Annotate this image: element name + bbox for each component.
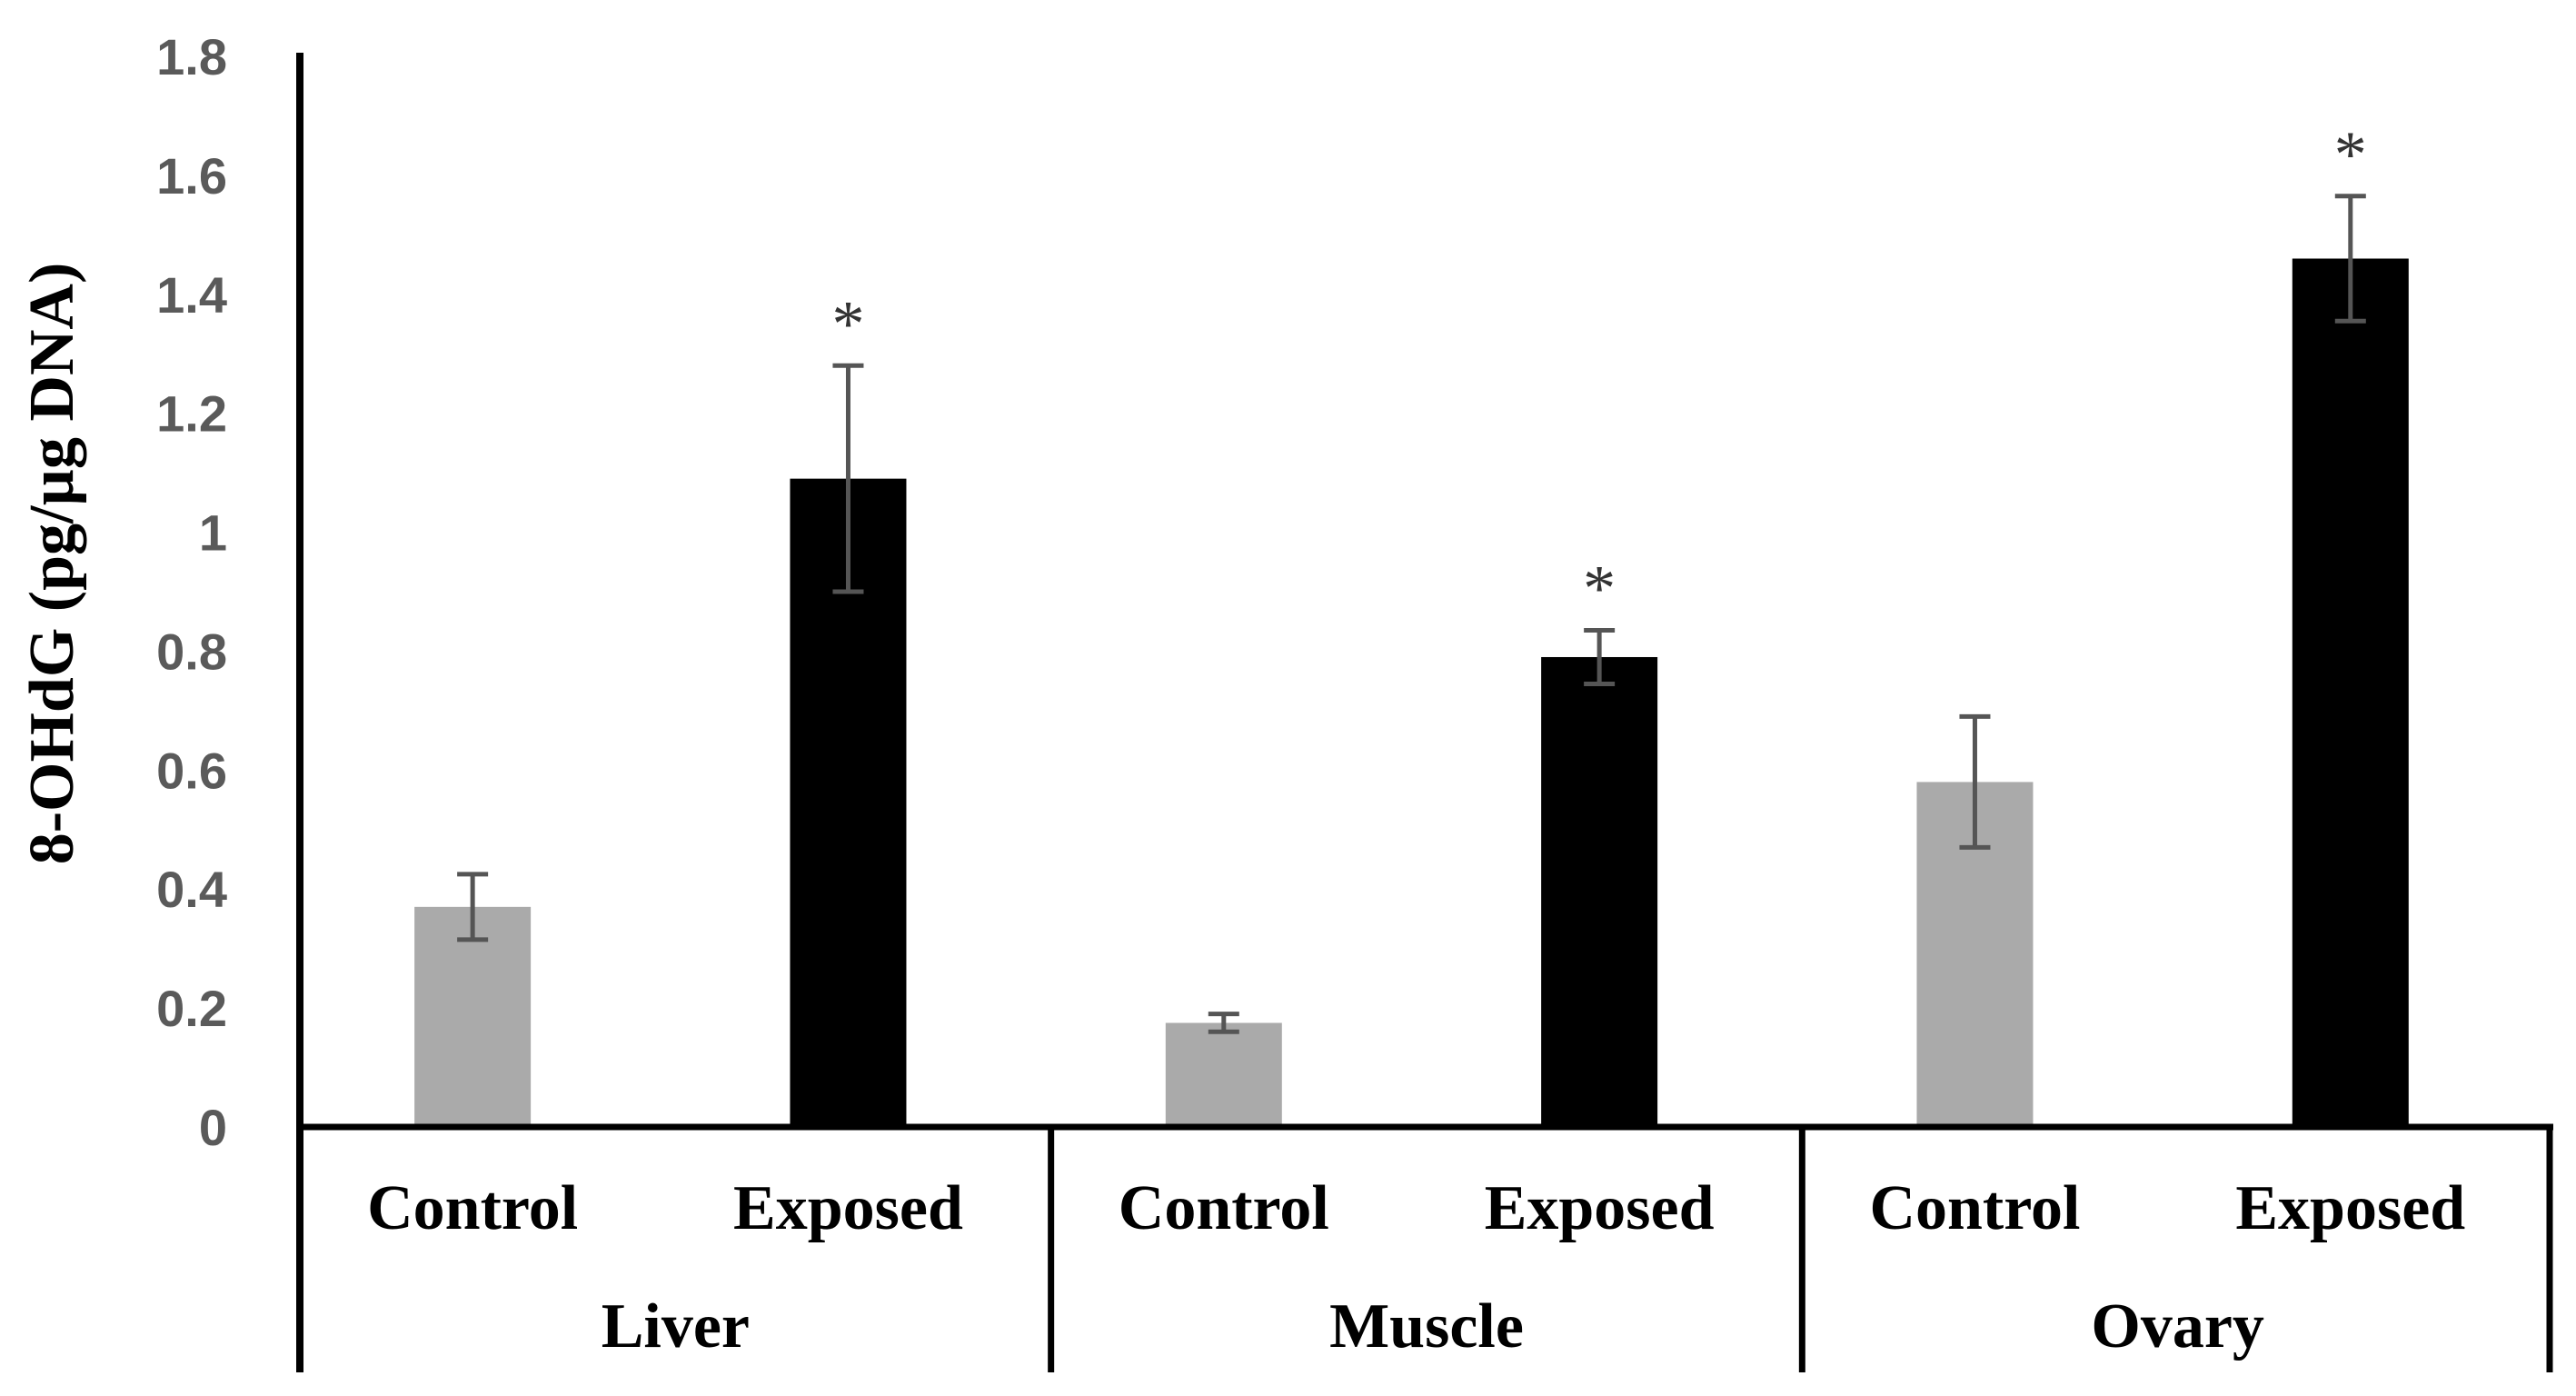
bar-ovary-exposed	[2292, 258, 2409, 1127]
y-tick-label: 0.4	[156, 861, 227, 918]
y-tick-label: 0.6	[156, 742, 227, 799]
y-tick-label: 0.8	[156, 623, 227, 680]
bar-muscle-control	[1165, 1022, 1282, 1127]
x-category-label: Control	[1869, 1173, 2080, 1243]
x-group-label: Liver	[602, 1291, 750, 1361]
x-category-label: Exposed	[2235, 1173, 2465, 1243]
y-tick-label: 0.2	[156, 980, 227, 1037]
y-tick-label: 0	[199, 1099, 227, 1156]
x-category-label: Exposed	[1485, 1173, 1715, 1243]
x-category-label: Control	[1119, 1173, 1329, 1243]
significance-marker: *	[2334, 118, 2367, 191]
y-tick-label: 1	[199, 504, 227, 562]
y-axis-label: 8-OHdG (pg/µg DNA)	[17, 263, 87, 865]
y-tick-label: 1.6	[156, 147, 227, 204]
x-group-label: Ovary	[2091, 1291, 2264, 1361]
x-category-label: Control	[367, 1173, 578, 1243]
significance-marker: *	[831, 287, 864, 360]
bar-liver-control	[414, 906, 532, 1127]
bar-muscle-exposed	[1541, 656, 1658, 1127]
y-tick-label: 1.4	[156, 266, 227, 324]
x-category-label: Exposed	[733, 1173, 963, 1243]
y-tick-label: 1.8	[156, 28, 227, 85]
x-group-label: Muscle	[1329, 1291, 1524, 1361]
y-tick-label: 1.2	[156, 385, 227, 443]
significance-marker: *	[1583, 553, 1616, 625]
